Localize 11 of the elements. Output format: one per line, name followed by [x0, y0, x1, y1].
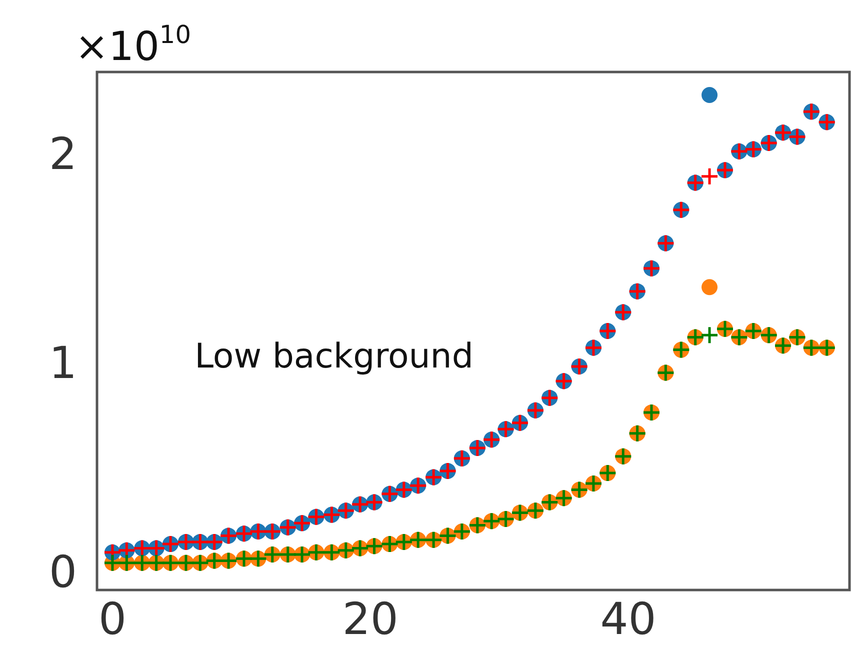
annotation: Low background — [194, 336, 474, 376]
point — [702, 86, 718, 103]
point — [700, 326, 719, 344]
point — [702, 279, 718, 296]
y-tick-label: 2 — [49, 129, 77, 180]
y-tick-label: 1 — [49, 338, 77, 389]
y-tick-label: 0 — [49, 546, 77, 598]
x-tick-label: 40 — [600, 594, 656, 645]
x-tick-label: 20 — [342, 594, 398, 645]
x-tick-label: 0 — [98, 594, 126, 645]
point — [700, 167, 719, 186]
